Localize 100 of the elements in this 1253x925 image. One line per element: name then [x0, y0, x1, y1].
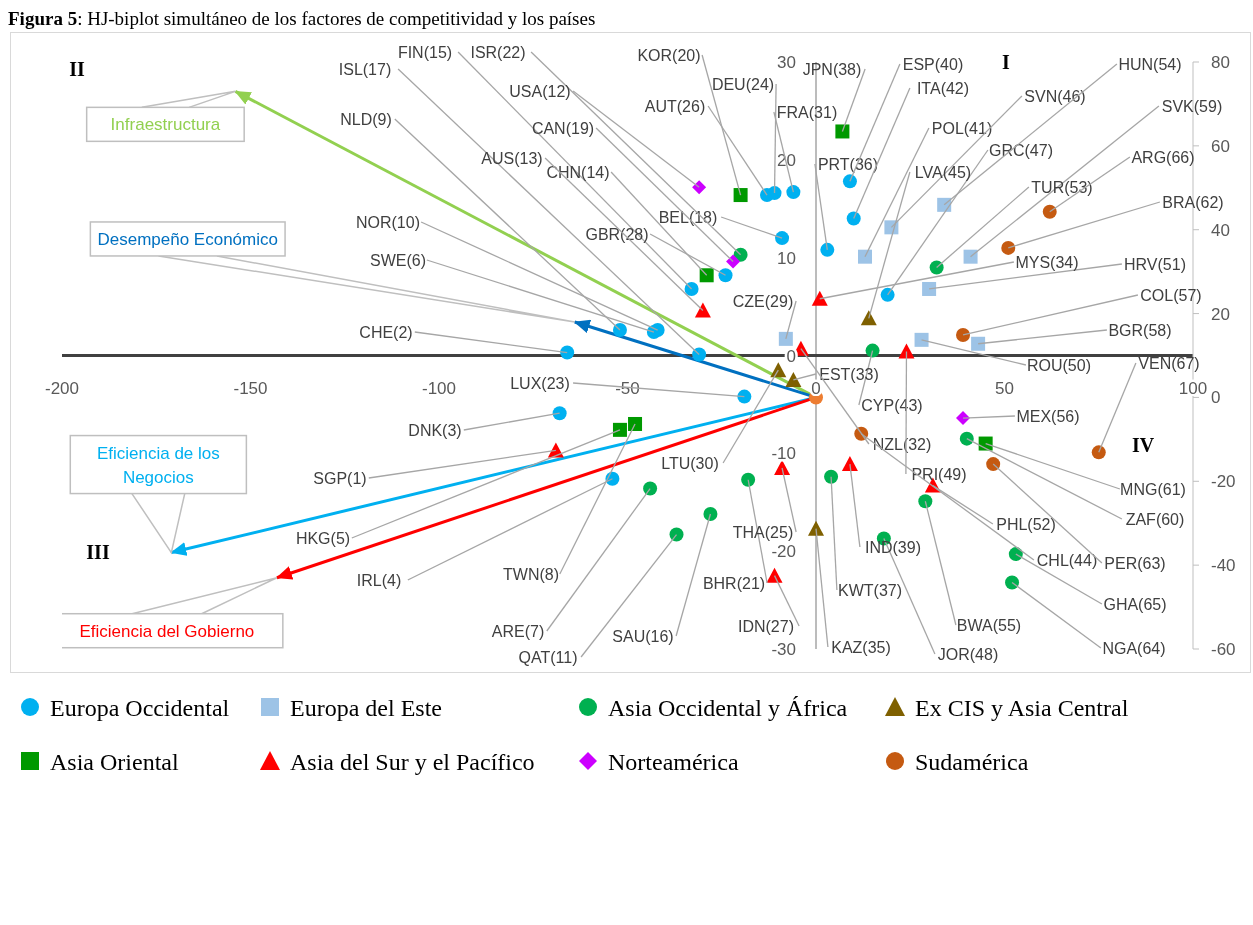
point [1091, 445, 1106, 460]
y-tick-label: 20 [777, 150, 796, 170]
y2-tick-label: -60 [1211, 640, 1236, 660]
legend-label: Sudamérica [914, 748, 1030, 777]
point [684, 281, 699, 296]
y2-tick-label: 80 [1211, 53, 1230, 73]
annotation: ISL(17) [338, 60, 392, 78]
annotation: KOR(20) [637, 46, 701, 64]
annotation: IV [1131, 434, 1155, 456]
annotation: DNK(3) [408, 421, 462, 439]
text: Eficiencia de los Negocios [96, 443, 220, 487]
point [929, 260, 944, 275]
point [669, 527, 684, 542]
point [699, 268, 714, 283]
x-tick-label: 100 [1178, 379, 1208, 399]
y-tick-label: -30 [771, 640, 796, 660]
annotation: POL(41) [931, 119, 993, 137]
annotation: HUN(54) [1118, 55, 1182, 73]
annotation: JOR(48) [937, 645, 999, 663]
legend-label: Asia Occidental y África [607, 694, 849, 723]
annotation: IDN(27) [737, 617, 795, 635]
point [703, 506, 718, 521]
point [718, 268, 733, 283]
y2-tick-label: -20 [1211, 472, 1236, 492]
annotation: KWT(37) [838, 581, 902, 599]
point [733, 188, 748, 203]
annotation: GRC(47) [988, 141, 1054, 159]
annotation: HRV(51) [1124, 255, 1186, 273]
annotation: NOR(10) [355, 213, 421, 231]
point [914, 332, 929, 347]
legend-label: Asia Oriental [49, 748, 180, 777]
point [774, 460, 791, 476]
x-tick-label: -100 [421, 379, 457, 399]
annotation: III [86, 541, 110, 563]
legend-label: Norteamérica [607, 748, 740, 777]
annotation: ZAF(60) [1125, 510, 1185, 528]
point [959, 431, 974, 446]
annotation: ROU(50) [1026, 356, 1092, 374]
annotation: I [1002, 51, 1011, 73]
annotation: SWE(6) [370, 251, 426, 269]
series-label: Infraestructura [110, 114, 221, 134]
annotation: EST(33) [819, 365, 879, 383]
point [808, 520, 824, 536]
annotation: NLD(9) [340, 110, 392, 128]
annotation: CYP(43) [861, 396, 923, 414]
annotation: CAN(19) [531, 119, 595, 137]
annotation: BWA(55) [956, 616, 1022, 634]
point [766, 567, 783, 583]
point [820, 242, 835, 257]
annotation: BGR(58) [1108, 321, 1172, 339]
x-tick-label: -150 [233, 379, 268, 399]
x-tick-label: -200 [44, 379, 80, 399]
annotation: PER(63) [1104, 554, 1166, 572]
point [986, 457, 1001, 472]
annotation: BRA(62) [1162, 193, 1224, 211]
point [963, 249, 978, 264]
point [1001, 240, 1016, 255]
annotation: KAZ(35) [831, 638, 891, 656]
y-tick-label: 10 [777, 248, 796, 268]
point [956, 327, 971, 342]
point [824, 469, 839, 484]
x-tick-label: -50 [615, 379, 640, 399]
annotation: II [69, 58, 85, 80]
point [842, 174, 857, 189]
annotation: PRI(49) [911, 465, 967, 483]
annotation: SGP(1) [313, 469, 367, 487]
point [628, 416, 643, 431]
annotation: ARG(66) [1131, 148, 1195, 166]
annotation: FIN(15) [397, 43, 453, 61]
annotation: SVN(46) [1024, 87, 1086, 105]
point [922, 281, 937, 296]
point [835, 124, 850, 139]
point [737, 389, 752, 404]
annotation: TUR(53) [1031, 178, 1093, 196]
annotation: CHL(44) [1036, 551, 1098, 569]
point [918, 494, 933, 509]
point [778, 331, 793, 346]
annotation: IRL(4) [356, 571, 402, 589]
annotation: NGA(64) [1102, 639, 1166, 657]
point [865, 343, 880, 358]
point [560, 345, 575, 360]
annotation: LVA(45) [914, 163, 972, 181]
point [1005, 575, 1020, 590]
annotation: DEU(24) [711, 75, 775, 93]
annotation: USA(12) [509, 82, 571, 100]
y-tick-label: -20 [771, 542, 796, 562]
text: Desempeño Económico [97, 229, 278, 249]
y2-tick-label: 40 [1211, 220, 1230, 240]
y-tick-label: -10 [771, 444, 796, 464]
annotation: THA(25) [732, 523, 794, 541]
annotation: HKG(5) [295, 529, 351, 547]
point [971, 336, 986, 351]
annotation: MNG(61) [1120, 480, 1186, 498]
legend-label: Europa Occidental [49, 694, 231, 723]
annotation: FRA(31) [776, 103, 838, 121]
point [650, 323, 665, 338]
annotation: NZL(32) [872, 435, 932, 453]
point [726, 254, 741, 269]
annotation: ARE(7) [491, 622, 545, 640]
point [880, 287, 895, 302]
